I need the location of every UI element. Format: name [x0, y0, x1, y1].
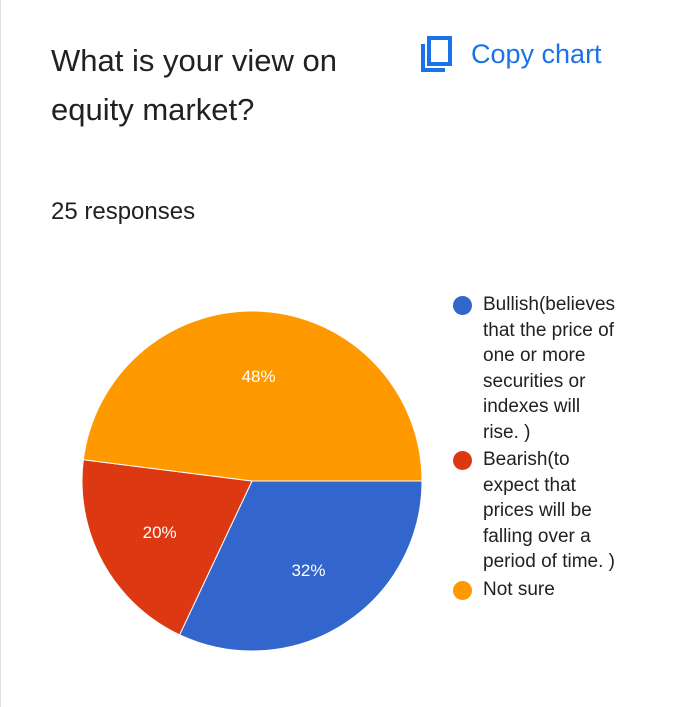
pie-slice-label-2: 20% [143, 523, 177, 542]
pie-slice-label-1: 32% [291, 561, 325, 580]
legend-swatch [453, 580, 472, 600]
chart-legend: Bullish(believes that the price of one o… [453, 292, 653, 604]
legend-swatch [453, 296, 472, 315]
question-title: What is your view on equity market? [51, 43, 337, 127]
pie-slice-2 [81, 459, 253, 636]
response-count: 25 responses [51, 198, 196, 225]
legend-swatch [453, 451, 472, 470]
legend-item-1: Bullish(believes that the price of one o… [453, 292, 653, 445]
legend-label: Not sure [483, 578, 555, 600]
pie-slice-1 [178, 480, 423, 652]
copy-chart-label: Copy chart [471, 38, 602, 69]
legend-item-3: Not sure [453, 577, 653, 603]
pie-chart: 32% 20% 48% [81, 310, 423, 652]
pie-slice-label-3: 48% [242, 367, 276, 386]
copy-chart-button[interactable]: Copy chart [419, 34, 602, 74]
pie-slice-3 [82, 310, 423, 482]
legend-item-2: Bearish(to expect that prices will be fa… [453, 447, 653, 575]
legend-label: Bearish(to expect that prices will be fa… [483, 449, 615, 572]
legend-label: Bullish(believes that the price of one o… [483, 294, 616, 443]
copy-icon [419, 34, 453, 74]
